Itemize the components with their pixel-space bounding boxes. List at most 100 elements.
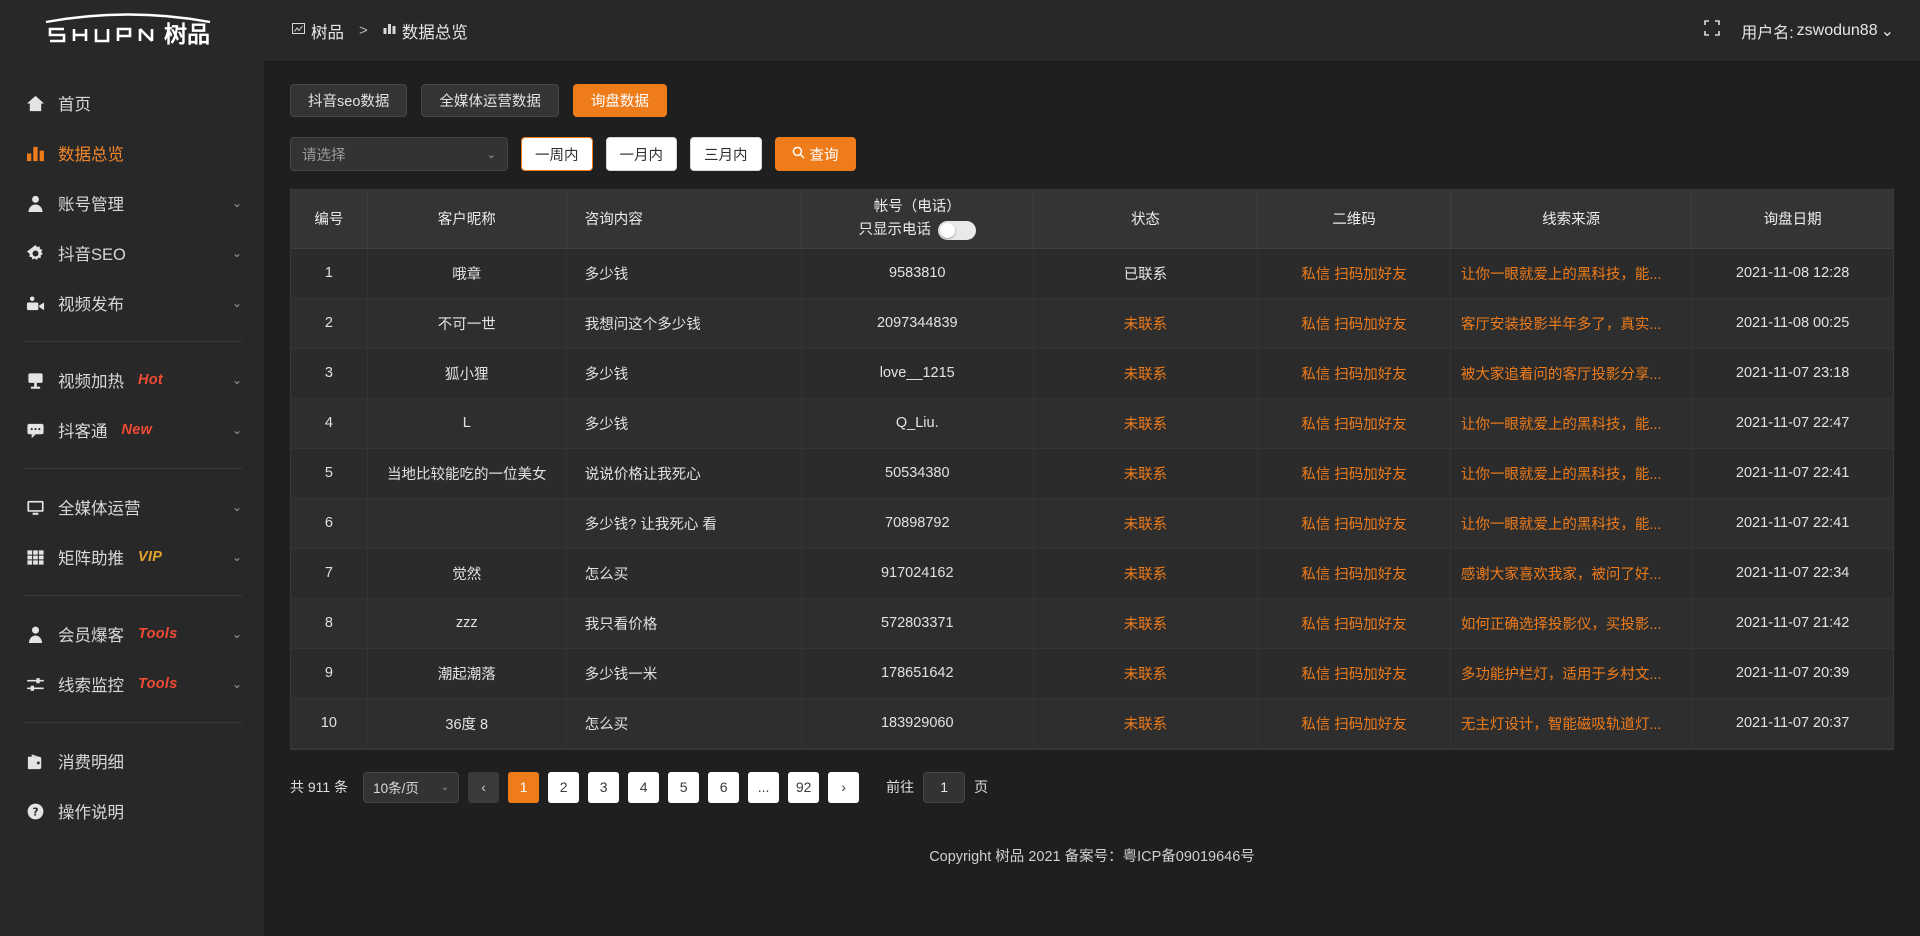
col-account-toggle-label: 只显示电话 xyxy=(858,221,932,238)
table-row: 3 狐小狸 多少钱 love__1215 未联系 私信 扫码加好友 被大家追着问的客厅投影分… xyxy=(291,348,1893,399)
page-size-value: 10条/页 xyxy=(373,781,419,796)
qrcode-link[interactable]: 私信 扫码加好友 xyxy=(1257,648,1451,699)
tab-0[interactable]: 抖音seo数据 xyxy=(290,84,408,117)
brand-logo[interactable]: 树品 xyxy=(0,0,264,62)
chevron-down-icon[interactable]: ⌄ xyxy=(231,196,242,210)
table-body: 1 哦章 多少钱 9583810 已联系 私信 扫码加好友 让你一眼就爱上的黑科技，能...… xyxy=(291,248,1893,749)
chevron-down-icon[interactable]: ⌄ xyxy=(231,500,242,514)
cell-account: 70898792 xyxy=(801,498,1034,549)
col-qrcode: 二维码 xyxy=(1257,190,1451,249)
page-button-1[interactable]: 1 xyxy=(508,771,540,803)
content: 抖音seo数据 全媒体运营数据 询盘数据 请选择 ⌄ 一周内 一月内 三月内 查询 xyxy=(264,62,1920,936)
source-link[interactable]: 被大家追着问的客厅投影分享... xyxy=(1450,348,1693,399)
range-button-quarter[interactable]: 三月内 xyxy=(690,137,762,171)
chevron-down-icon[interactable]: ⌄ xyxy=(231,373,242,387)
goto-input[interactable] xyxy=(923,771,966,803)
source-link[interactable]: 让你一眼就爱上的黑科技，能... xyxy=(1450,248,1693,299)
cell-content: 我想问这个多少钱 xyxy=(566,298,802,349)
cell-index: 6 xyxy=(291,498,368,549)
sidebar-item-抖音SEO[interactable]: 抖音SEO ⌄ xyxy=(0,228,264,278)
breadcrumb-item-app[interactable]: 树品 xyxy=(292,19,344,43)
source-link[interactable]: 让你一眼就爱上的黑科技，能... xyxy=(1450,398,1693,449)
cell-nickname: L xyxy=(367,398,567,449)
user-menu[interactable]: 用户名: zswodun88 ⌄ xyxy=(1741,19,1894,43)
chevron-down-icon[interactable]: ⌄ xyxy=(231,627,242,641)
qrcode-link[interactable]: 私信 扫码加好友 xyxy=(1257,498,1451,549)
col-nickname: 客户昵称 xyxy=(367,190,567,249)
source-select[interactable]: 请选择 ⌄ xyxy=(290,137,508,171)
sidebar: 树品 首页 数据总览 账号管理 ⌄ 抖音SEO ⌄ 视频发布 ⌄ 视频加热 Hot ⌄ 抖客通 New ⌄… xyxy=(0,0,264,936)
sidebar-item-账号管理[interactable]: 账号管理 ⌄ xyxy=(0,178,264,228)
page-size-select[interactable]: 10条/页 ⌄ xyxy=(363,771,460,803)
source-link[interactable]: 让你一眼就爱上的黑科技，能... xyxy=(1450,498,1693,549)
sidebar-item-消费明细[interactable]: 消费明细 xyxy=(0,736,264,786)
sidebar-item-数据总览[interactable]: 数据总览 xyxy=(0,128,264,178)
fullscreen-icon[interactable] xyxy=(1703,19,1721,42)
cell-date: 2021-11-07 20:37 xyxy=(1691,698,1893,749)
source-link[interactable]: 客厅安装投影半年多了，真实... xyxy=(1450,298,1693,349)
cell-nickname: 不可一世 xyxy=(367,298,567,349)
chevron-down-icon[interactable]: ⌄ xyxy=(231,677,242,691)
search-button[interactable]: 查询 xyxy=(774,137,856,171)
sidebar-item-操作说明[interactable]: ? 操作说明 xyxy=(0,786,264,836)
page-button-4[interactable]: 4 xyxy=(628,771,660,803)
page-button-3[interactable]: 3 xyxy=(588,771,620,803)
sidebar-nav: 首页 数据总览 账号管理 ⌄ 抖音SEO ⌄ 视频发布 ⌄ 视频加热 Hot ⌄ 抖客通 New ⌄ 全媒体… xyxy=(0,62,264,836)
qrcode-link[interactable]: 私信 扫码加好友 xyxy=(1257,248,1451,299)
phone-only-toggle[interactable] xyxy=(938,220,977,240)
col-source: 线索来源 xyxy=(1450,190,1693,249)
breadcrumb-item-overview[interactable]: 数据总览 xyxy=(383,19,468,43)
prev-page-button[interactable]: ‹ xyxy=(468,771,500,803)
page-ellipsis[interactable]: ... xyxy=(748,771,780,803)
search-icon xyxy=(792,146,805,163)
qrcode-link[interactable]: 私信 扫码加好友 xyxy=(1257,348,1451,399)
status-badge: 未联系 xyxy=(1033,348,1259,399)
sidebar-item-全媒体运营[interactable]: 全媒体运营 ⌄ xyxy=(0,482,264,532)
chevron-down-icon[interactable]: ⌄ xyxy=(231,423,242,437)
chevron-down-icon[interactable]: ⌄ xyxy=(231,246,242,260)
cell-date: 2021-11-07 22:41 xyxy=(1691,448,1893,499)
tab-2[interactable]: 询盘数据 xyxy=(572,84,667,117)
qrcode-link[interactable]: 私信 扫码加好友 xyxy=(1257,448,1451,499)
monitor-icon xyxy=(24,496,46,518)
page-button-6[interactable]: 6 xyxy=(708,771,740,803)
source-link[interactable]: 让你一眼就爱上的黑科技，能... xyxy=(1450,448,1693,499)
cell-nickname: 哦章 xyxy=(367,248,567,299)
total-count: 共 911 条 xyxy=(290,779,349,795)
fire-rocket-icon xyxy=(24,369,46,391)
status-badge: 未联系 xyxy=(1033,598,1259,649)
source-link[interactable]: 如何正确选择投影仪，买投影... xyxy=(1450,598,1693,649)
range-label-quarter: 三月内 xyxy=(704,147,748,164)
range-button-week[interactable]: 一周内 xyxy=(521,137,593,171)
page-button-92[interactable]: 92 xyxy=(788,771,820,803)
source-link[interactable]: 感谢大家喜欢我家，被问了好... xyxy=(1450,548,1693,599)
qrcode-link[interactable]: 私信 扫码加好友 xyxy=(1257,598,1451,649)
shupin-logo-icon: 树品 xyxy=(45,13,211,48)
col-date: 询盘日期 xyxy=(1691,190,1893,249)
sidebar-item-视频发布[interactable]: 视频发布 ⌄ xyxy=(0,278,264,328)
chevron-down-icon[interactable]: ⌄ xyxy=(231,296,242,310)
chevron-down-icon[interactable]: ⌄ xyxy=(231,550,242,564)
qrcode-link[interactable]: 私信 扫码加好友 xyxy=(1257,298,1451,349)
sidebar-item-抖客通[interactable]: 抖客通 New ⌄ xyxy=(0,405,264,455)
next-page-button[interactable]: › xyxy=(828,771,860,803)
tab-1[interactable]: 全媒体运营数据 xyxy=(421,84,559,117)
page-button-5[interactable]: 5 xyxy=(668,771,700,803)
sidebar-item-首页[interactable]: 首页 xyxy=(0,78,264,128)
qrcode-link[interactable]: 私信 扫码加好友 xyxy=(1257,698,1451,749)
source-link[interactable]: 多功能护栏灯，适用于乡村文... xyxy=(1450,648,1693,699)
range-button-month[interactable]: 一月内 xyxy=(605,137,677,171)
sidebar-item-线索监控[interactable]: 线索监控 Tools ⌄ xyxy=(0,659,264,709)
qrcode-link[interactable]: 私信 扫码加好友 xyxy=(1257,398,1451,449)
col-content: 咨询内容 xyxy=(566,190,802,249)
source-link[interactable]: 无主灯设计，智能磁吸轨道灯... xyxy=(1450,698,1693,749)
qrcode-link[interactable]: 私信 扫码加好友 xyxy=(1257,548,1451,599)
sidebar-item-label: 视频发布 xyxy=(58,296,124,314)
cell-content: 多少钱? 让我死心 看 xyxy=(566,498,802,549)
sidebar-item-矩阵助推[interactable]: 矩阵助推 VIP ⌄ xyxy=(0,532,264,582)
page-button-2[interactable]: 2 xyxy=(548,771,580,803)
sidebar-item-会员爆客[interactable]: 会员爆客 Tools ⌄ xyxy=(0,609,264,659)
sidebar-item-视频加热[interactable]: 视频加热 Hot ⌄ xyxy=(0,355,264,405)
table-row: 10 36度 8 怎么买 183929060 未联系 私信 扫码加好友 无主灯设计，智能磁吸… xyxy=(291,698,1893,749)
